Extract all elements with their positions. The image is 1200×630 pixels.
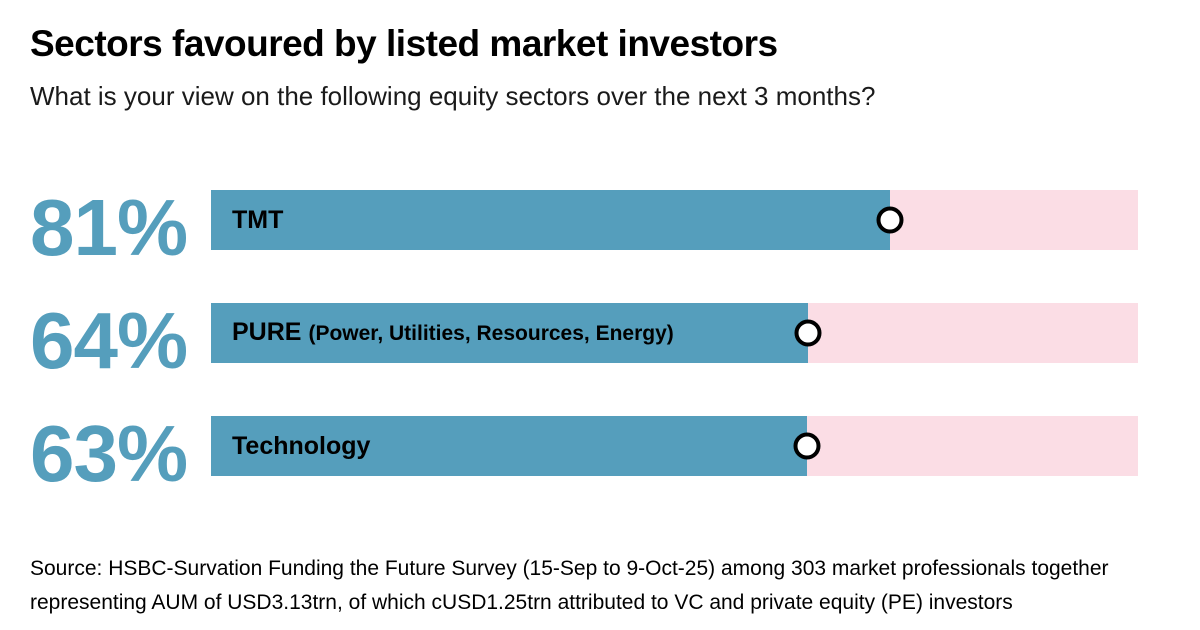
bar-label: Technology	[211, 416, 370, 476]
bar-fill: Technology	[211, 416, 808, 476]
bar-end-marker-icon	[794, 319, 822, 347]
bar-track: PURE (Power, Utilities, Resources, Energy…	[211, 303, 1138, 363]
bar-label: PURE (Power, Utilities, Resources, Energy…	[211, 302, 674, 364]
bar-row: 81% TMT	[30, 188, 1138, 268]
bar-track: TMT	[211, 190, 1138, 250]
bar-end-marker-icon	[793, 432, 821, 460]
bar-fill: PURE (Power, Utilities, Resources, Energy…	[211, 303, 808, 363]
bar-label-secondary: (Power, Utilities, Resources, Energy)	[308, 322, 674, 345]
bar-label-primary: Technology	[232, 432, 371, 460]
bar-row: 63% Technology	[30, 414, 1138, 494]
bar-track: Technology	[211, 416, 1138, 476]
source-note: Source: HSBC-Survation Funding the Futur…	[30, 552, 1200, 620]
bar-fill: TMT	[211, 190, 890, 250]
bar-label: TMT	[211, 190, 283, 250]
bar-label-primary: TMT	[232, 206, 284, 234]
bar-value: 63%	[30, 409, 188, 498]
chart-question: What is your view on the following equit…	[30, 81, 876, 111]
bar-row: 64% PURE (Power, Utilities, Resources, En…	[30, 301, 1138, 381]
bar-end-marker-icon	[876, 206, 904, 234]
page-title: Sectors favoured by listed market invest…	[30, 23, 778, 64]
source-line-1: Source: HSBC-Survation Funding the Futur…	[30, 557, 1109, 580]
bar-value: 64%	[30, 296, 188, 385]
bar-label-primary: PURE	[232, 318, 302, 346]
bar-value: 81%	[30, 183, 188, 272]
bar-chart: 81% TMT 64% PURE (Power, Utilities, Resou…	[30, 188, 1138, 494]
source-line-2: representing AUM of USD3.13trn, of which…	[30, 591, 1013, 614]
